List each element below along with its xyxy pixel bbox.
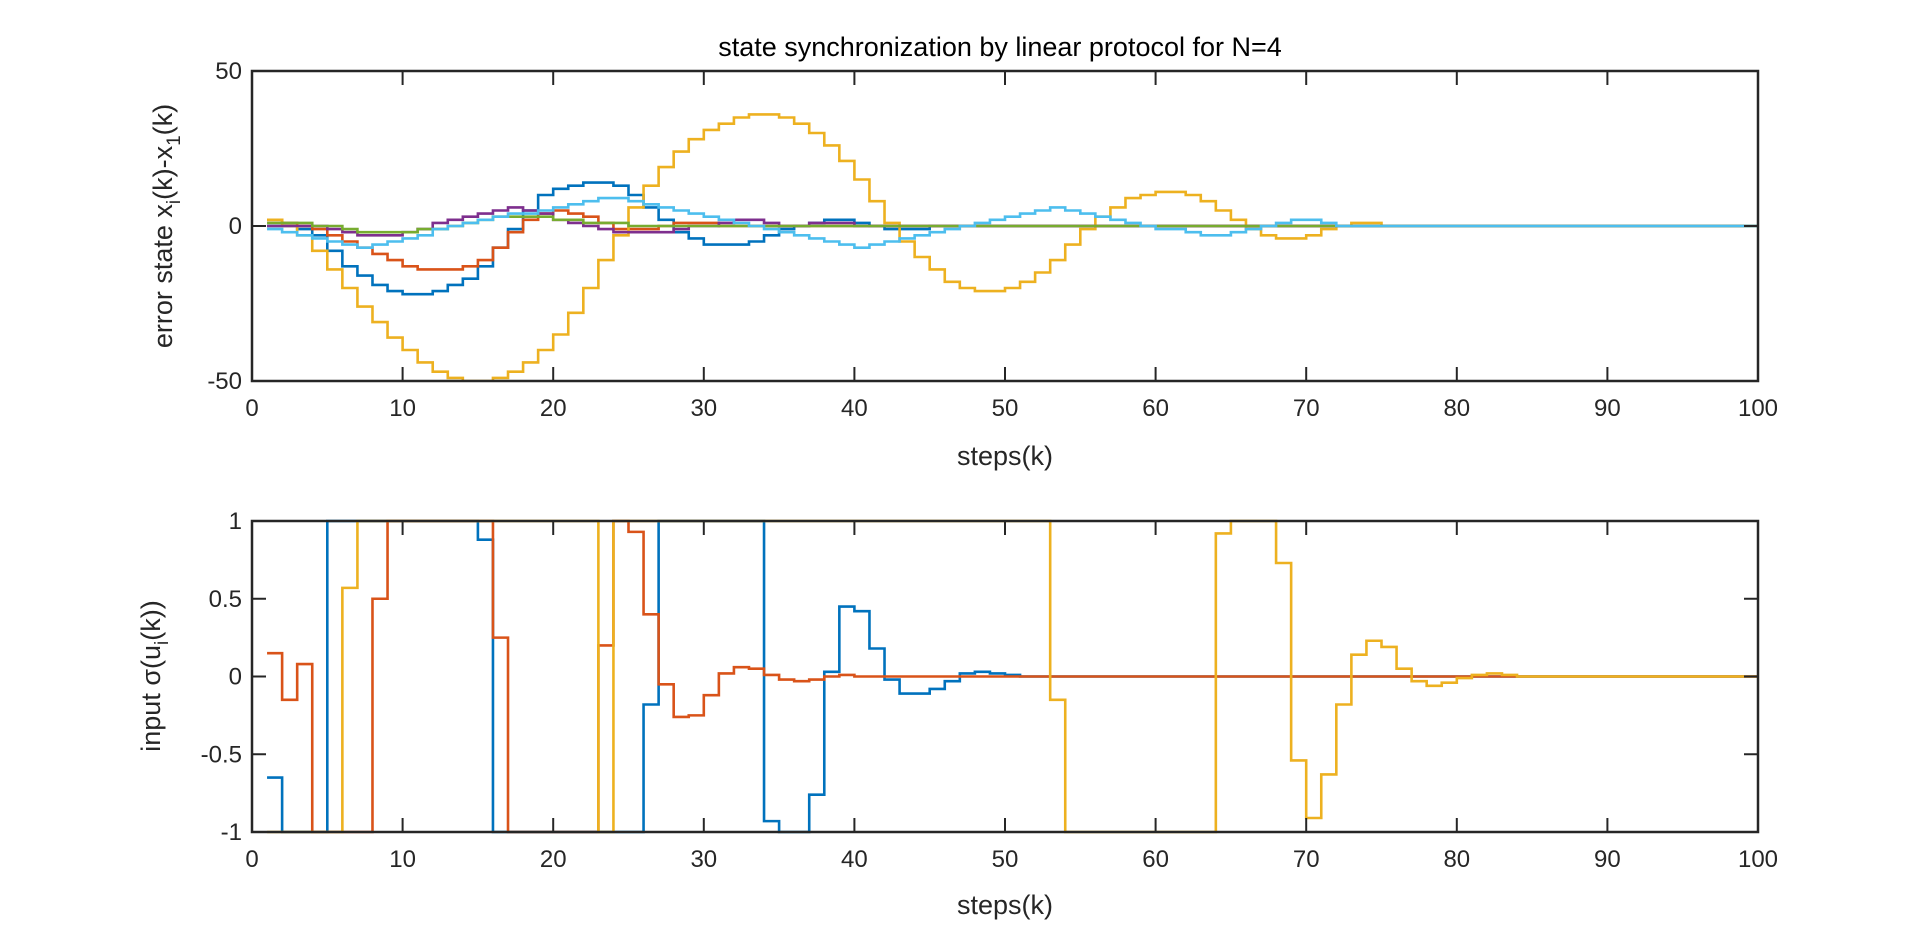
y-tick-label: 50: [215, 58, 242, 85]
y-label-part: input σ(u: [136, 645, 166, 752]
x-tick-label: 30: [690, 846, 717, 873]
y-tick-label: 1: [229, 508, 242, 535]
x-tick-label: 70: [1293, 846, 1320, 873]
series-line-u2: [267, 519, 1758, 834]
x-tick-label: 0: [245, 846, 258, 873]
x-tick-label: 20: [540, 846, 567, 873]
y-tick-label: 0.5: [209, 586, 242, 613]
x-tick-label: 10: [389, 395, 416, 422]
x-tick-label: 10: [389, 846, 416, 873]
axes-box: [250, 69, 1760, 383]
x-tick-label: 50: [992, 395, 1019, 422]
input-subplot: steps(k) input σ(ui(k)) 0 10 20 30 40 50 60 70 8…: [136, 508, 1778, 920]
x-tick-label: 100: [1738, 395, 1778, 422]
chart-title: state synchronization by linear protocol…: [718, 32, 1282, 62]
x-tick-label: 80: [1443, 395, 1470, 422]
y-tick-label: 0: [229, 664, 242, 691]
y-label-subscript: i: [152, 641, 173, 645]
x-axis-label: steps(k): [957, 441, 1053, 471]
x-tick-label: 100: [1738, 846, 1778, 873]
y-tick-label: 0: [229, 213, 242, 240]
x-tick-label: 80: [1443, 846, 1470, 873]
y-axis-label: error state xi(k)-x1(k): [148, 104, 185, 348]
y-label-subscript: 1: [164, 135, 185, 146]
x-tick-label: 40: [841, 395, 868, 422]
axes-box: [250, 519, 1760, 834]
x-tick-label: 40: [841, 846, 868, 873]
y-axis-label: input σ(ui(k)): [136, 600, 173, 751]
x-tick-label: 90: [1594, 846, 1621, 873]
x-tick-label: 20: [540, 395, 567, 422]
y-label-part: (k)-x: [148, 145, 178, 199]
series-line-x4-x1: [267, 113, 1758, 381]
x-axis-label: steps(k): [957, 890, 1053, 920]
x-tick-label: 90: [1594, 395, 1621, 422]
y-tick-label: -50: [207, 368, 242, 395]
series-line-x7-x1: [267, 196, 1758, 249]
y-label-part: (k)): [136, 600, 166, 640]
y-tick-label: -0.5: [201, 741, 242, 768]
x-tick-label: 0: [245, 395, 258, 422]
x-tick-label: 50: [992, 846, 1019, 873]
y-label-part: (k): [148, 104, 178, 135]
x-tick-label: 30: [690, 395, 717, 422]
x-tick-label: 60: [1142, 846, 1169, 873]
y-tick-label: -1: [221, 819, 242, 846]
state-error-subplot: state synchronization by linear protocol…: [148, 32, 1778, 471]
series-group: [267, 113, 1758, 381]
x-tick-label: 60: [1142, 395, 1169, 422]
y-label-part: error state x: [148, 204, 178, 349]
x-tick-label: 70: [1293, 395, 1320, 422]
y-label-subscript: i: [164, 200, 185, 204]
